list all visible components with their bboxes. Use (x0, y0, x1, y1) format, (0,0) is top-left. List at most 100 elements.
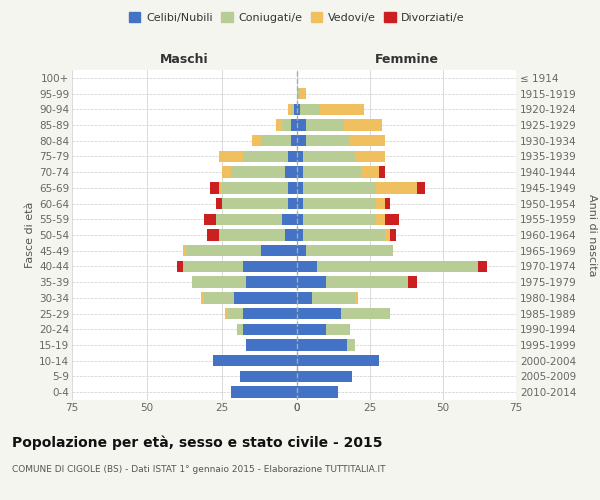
Bar (207, 230, 219, 240)
Bar (320, 104, 364, 115)
Bar (216, 198, 222, 209)
Bar (297, 261, 317, 272)
Bar (297, 230, 303, 240)
Bar (285, 166, 297, 178)
Bar (297, 214, 303, 225)
Bar (231, 386, 297, 398)
Bar (261, 245, 297, 256)
Bar (303, 151, 355, 162)
Bar (219, 182, 222, 194)
Bar (297, 151, 303, 162)
Bar (243, 151, 288, 162)
Bar (306, 120, 344, 130)
Bar (243, 324, 297, 335)
Bar (297, 88, 300, 99)
Bar (231, 166, 285, 178)
Title: Maschi: Maschi (160, 53, 209, 66)
Bar (222, 166, 231, 178)
Bar (303, 182, 376, 194)
Bar (385, 214, 399, 225)
Bar (297, 104, 300, 115)
Bar (297, 276, 326, 288)
Bar (385, 198, 391, 209)
Bar (297, 355, 379, 366)
Bar (225, 308, 228, 319)
Bar (297, 371, 352, 382)
Bar (297, 135, 306, 146)
Bar (326, 276, 408, 288)
Bar (228, 308, 243, 319)
Bar (297, 198, 303, 209)
Bar (297, 308, 341, 319)
Bar (261, 135, 291, 146)
Bar (297, 245, 306, 256)
Bar (379, 166, 385, 178)
Bar (344, 120, 382, 130)
Bar (303, 166, 361, 178)
Bar (246, 276, 297, 288)
Bar (417, 182, 425, 194)
Bar (300, 104, 320, 115)
Bar (240, 371, 297, 382)
Bar (288, 198, 297, 209)
Y-axis label: Fasce di età: Fasce di età (25, 202, 35, 268)
Bar (347, 340, 355, 350)
Bar (246, 340, 297, 350)
Bar (317, 261, 478, 272)
Bar (243, 308, 297, 319)
Bar (306, 245, 394, 256)
Bar (391, 230, 396, 240)
Bar (285, 230, 297, 240)
Bar (297, 182, 303, 194)
Bar (186, 245, 261, 256)
Text: COMUNE DI CIGOLE (BS) - Dati ISTAT 1° gennaio 2015 - Elaborazione TUTTITALIA.IT: COMUNE DI CIGOLE (BS) - Dati ISTAT 1° ge… (12, 465, 386, 474)
Bar (350, 135, 385, 146)
Bar (478, 261, 487, 272)
Title: Femmine: Femmine (374, 53, 439, 66)
Bar (288, 182, 297, 194)
Bar (192, 276, 246, 288)
Bar (294, 104, 297, 115)
Bar (288, 151, 297, 162)
Bar (282, 214, 297, 225)
Bar (303, 214, 376, 225)
Bar (204, 214, 216, 225)
Bar (303, 230, 385, 240)
Bar (276, 120, 282, 130)
Bar (297, 340, 347, 350)
Bar (297, 386, 338, 398)
Bar (288, 104, 291, 115)
Bar (243, 261, 297, 272)
Bar (297, 324, 326, 335)
Bar (303, 198, 376, 209)
Bar (361, 166, 379, 178)
Bar (300, 88, 306, 99)
Bar (204, 292, 234, 304)
Bar (222, 182, 288, 194)
Bar (213, 355, 297, 366)
Bar (297, 292, 311, 304)
Bar (252, 135, 261, 146)
Bar (183, 245, 186, 256)
Bar (355, 292, 358, 304)
Bar (385, 230, 391, 240)
Bar (291, 135, 297, 146)
Bar (291, 120, 297, 130)
Bar (219, 151, 243, 162)
Bar (282, 120, 291, 130)
Bar (183, 261, 243, 272)
Bar (376, 182, 417, 194)
Bar (237, 324, 243, 335)
Legend: Celibi/Nubili, Coniugati/e, Vedovi/e, Divorziati/e: Celibi/Nubili, Coniugati/e, Vedovi/e, Di… (125, 8, 469, 28)
Bar (219, 230, 285, 240)
Bar (201, 292, 204, 304)
Bar (311, 292, 355, 304)
Bar (376, 214, 385, 225)
Bar (376, 198, 385, 209)
Bar (291, 104, 294, 115)
Bar (306, 135, 350, 146)
Bar (408, 276, 417, 288)
Bar (297, 120, 306, 130)
Text: Popolazione per età, sesso e stato civile - 2015: Popolazione per età, sesso e stato civil… (12, 435, 383, 450)
Bar (341, 308, 391, 319)
